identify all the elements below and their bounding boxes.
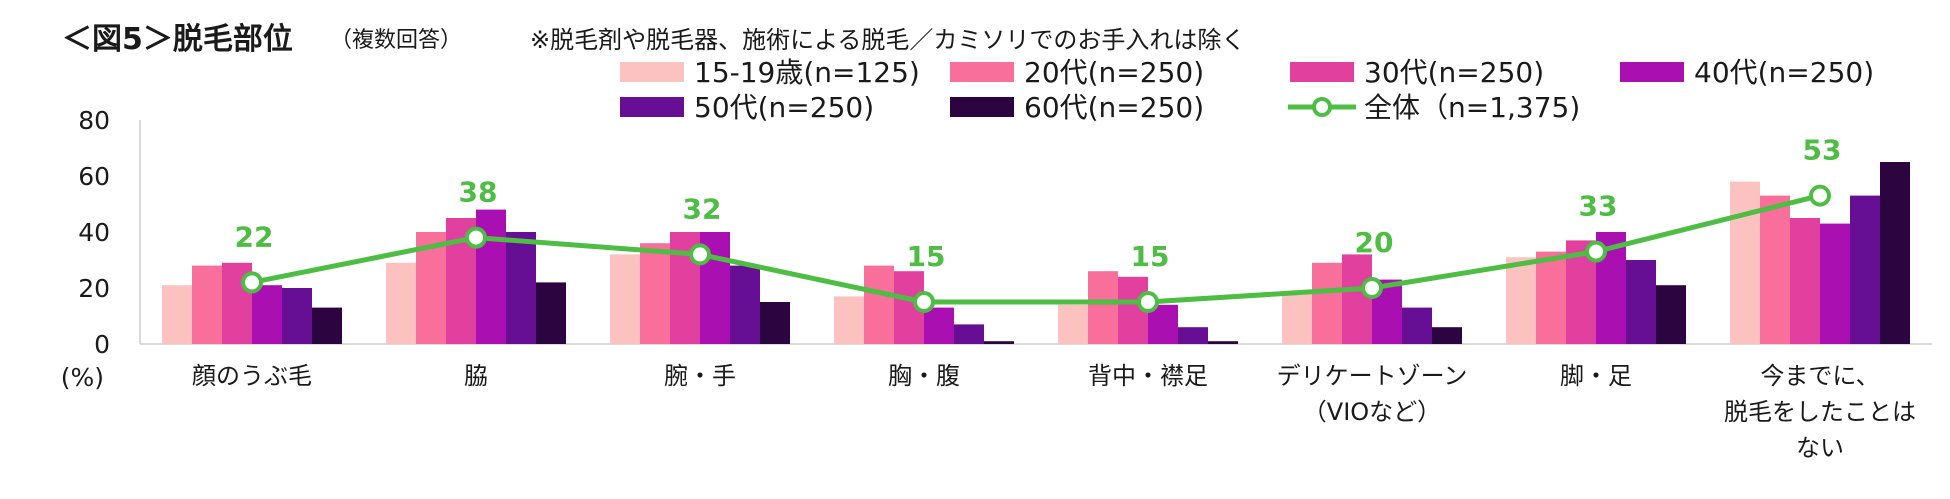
overall-data-label: 32 [683,192,722,225]
bar [1850,195,1880,344]
x-category-label: 顔のうぶ毛 [192,362,312,390]
overall-point [241,271,263,294]
bar [1058,304,1088,344]
bar [1282,293,1312,344]
bar [730,265,760,344]
y-tick-label: 40 [78,218,110,247]
bar [1730,181,1760,344]
overall-data-label: 33 [1579,190,1618,223]
x-category-label: 脇 [464,362,488,390]
bar [536,282,566,344]
legend-swatch [620,62,684,82]
x-category-label: 脚・足 [1560,362,1632,390]
bar [1312,262,1342,344]
bar [506,232,536,344]
bar [954,324,984,344]
legend-swatch [1290,62,1354,82]
bar [864,265,894,344]
bar [1342,254,1372,344]
x-category-label: 今までに、 [1760,362,1879,390]
chart-subtitle: （複数回答） [330,28,463,53]
x-category-label: （VIOなど） [1303,398,1441,426]
bar [984,341,1014,344]
overall-data-label: 38 [459,176,498,209]
legend-label: 20代(n=250) [1024,56,1204,89]
bar [1790,218,1820,344]
x-category-label: デリケートゾーン [1277,362,1468,390]
legend-marker [1312,97,1332,117]
overall-point [913,291,935,313]
bar [1760,195,1790,344]
overall-data-label: 22 [235,220,274,253]
bar [312,307,342,344]
bar [162,285,192,344]
legend-label: 40代(n=250) [1694,56,1874,89]
overall-data-label: 20 [1355,226,1394,259]
x-category-label: 腕・手 [664,362,736,390]
y-tick-label: 80 [78,106,110,135]
x-category-label: 脱毛をしたことは [1724,398,1916,426]
bar [640,243,670,344]
x-category-label: 背中・襟足 [1088,362,1208,390]
bar [1536,251,1566,344]
bar [1506,257,1536,344]
overall-line [251,193,1821,305]
x-category-label: ない [1796,434,1844,462]
chart-title: ＜図5＞脱毛部位 [62,22,293,57]
legend-swatch [950,97,1014,117]
overall-point [1137,291,1159,313]
bar [1820,223,1850,344]
bar [924,307,954,344]
bar [1088,271,1118,344]
overall-point [1585,240,1607,263]
bar [1880,162,1910,344]
y-tick-label: 0 [94,330,110,359]
bar [1626,260,1656,344]
y-axis-unit: (%) [61,363,104,392]
bar [760,302,790,344]
legend-label: 15-19歳(n=125) [694,56,920,89]
overall-data-label: 15 [1131,240,1170,273]
overall-point [689,243,711,266]
bar [1656,285,1686,344]
bar [1178,327,1208,344]
bar [386,262,416,344]
legend-swatch [1620,62,1684,82]
overall-data-label: 15 [907,240,946,273]
overall-data-label: 53 [1803,134,1842,167]
legend-swatch [620,97,684,117]
legend-label: 全体（n=1,375) [1364,91,1580,124]
y-tick-label: 60 [78,162,110,191]
y-tick-label: 20 [78,274,110,303]
bar [1402,307,1432,344]
bar [610,254,640,344]
bar [282,288,312,344]
legend-label: 30代(n=250) [1364,56,1544,89]
bar [834,296,864,344]
bar [1432,327,1462,344]
overall-point [1361,277,1383,299]
bar [192,265,222,344]
legend-label: 50代(n=250) [694,91,874,124]
legend-swatch [950,62,1014,82]
legend-label: 60代(n=250) [1024,91,1204,124]
bar [1208,341,1238,344]
overall-point [465,226,487,249]
overall-point [1809,184,1831,207]
bar [252,285,282,344]
chart-note: ※脱毛剤や脱毛器、施術による脱毛／カミソリでのお手入れは除く [530,26,1246,54]
x-category-label: 胸・腹 [888,362,960,390]
